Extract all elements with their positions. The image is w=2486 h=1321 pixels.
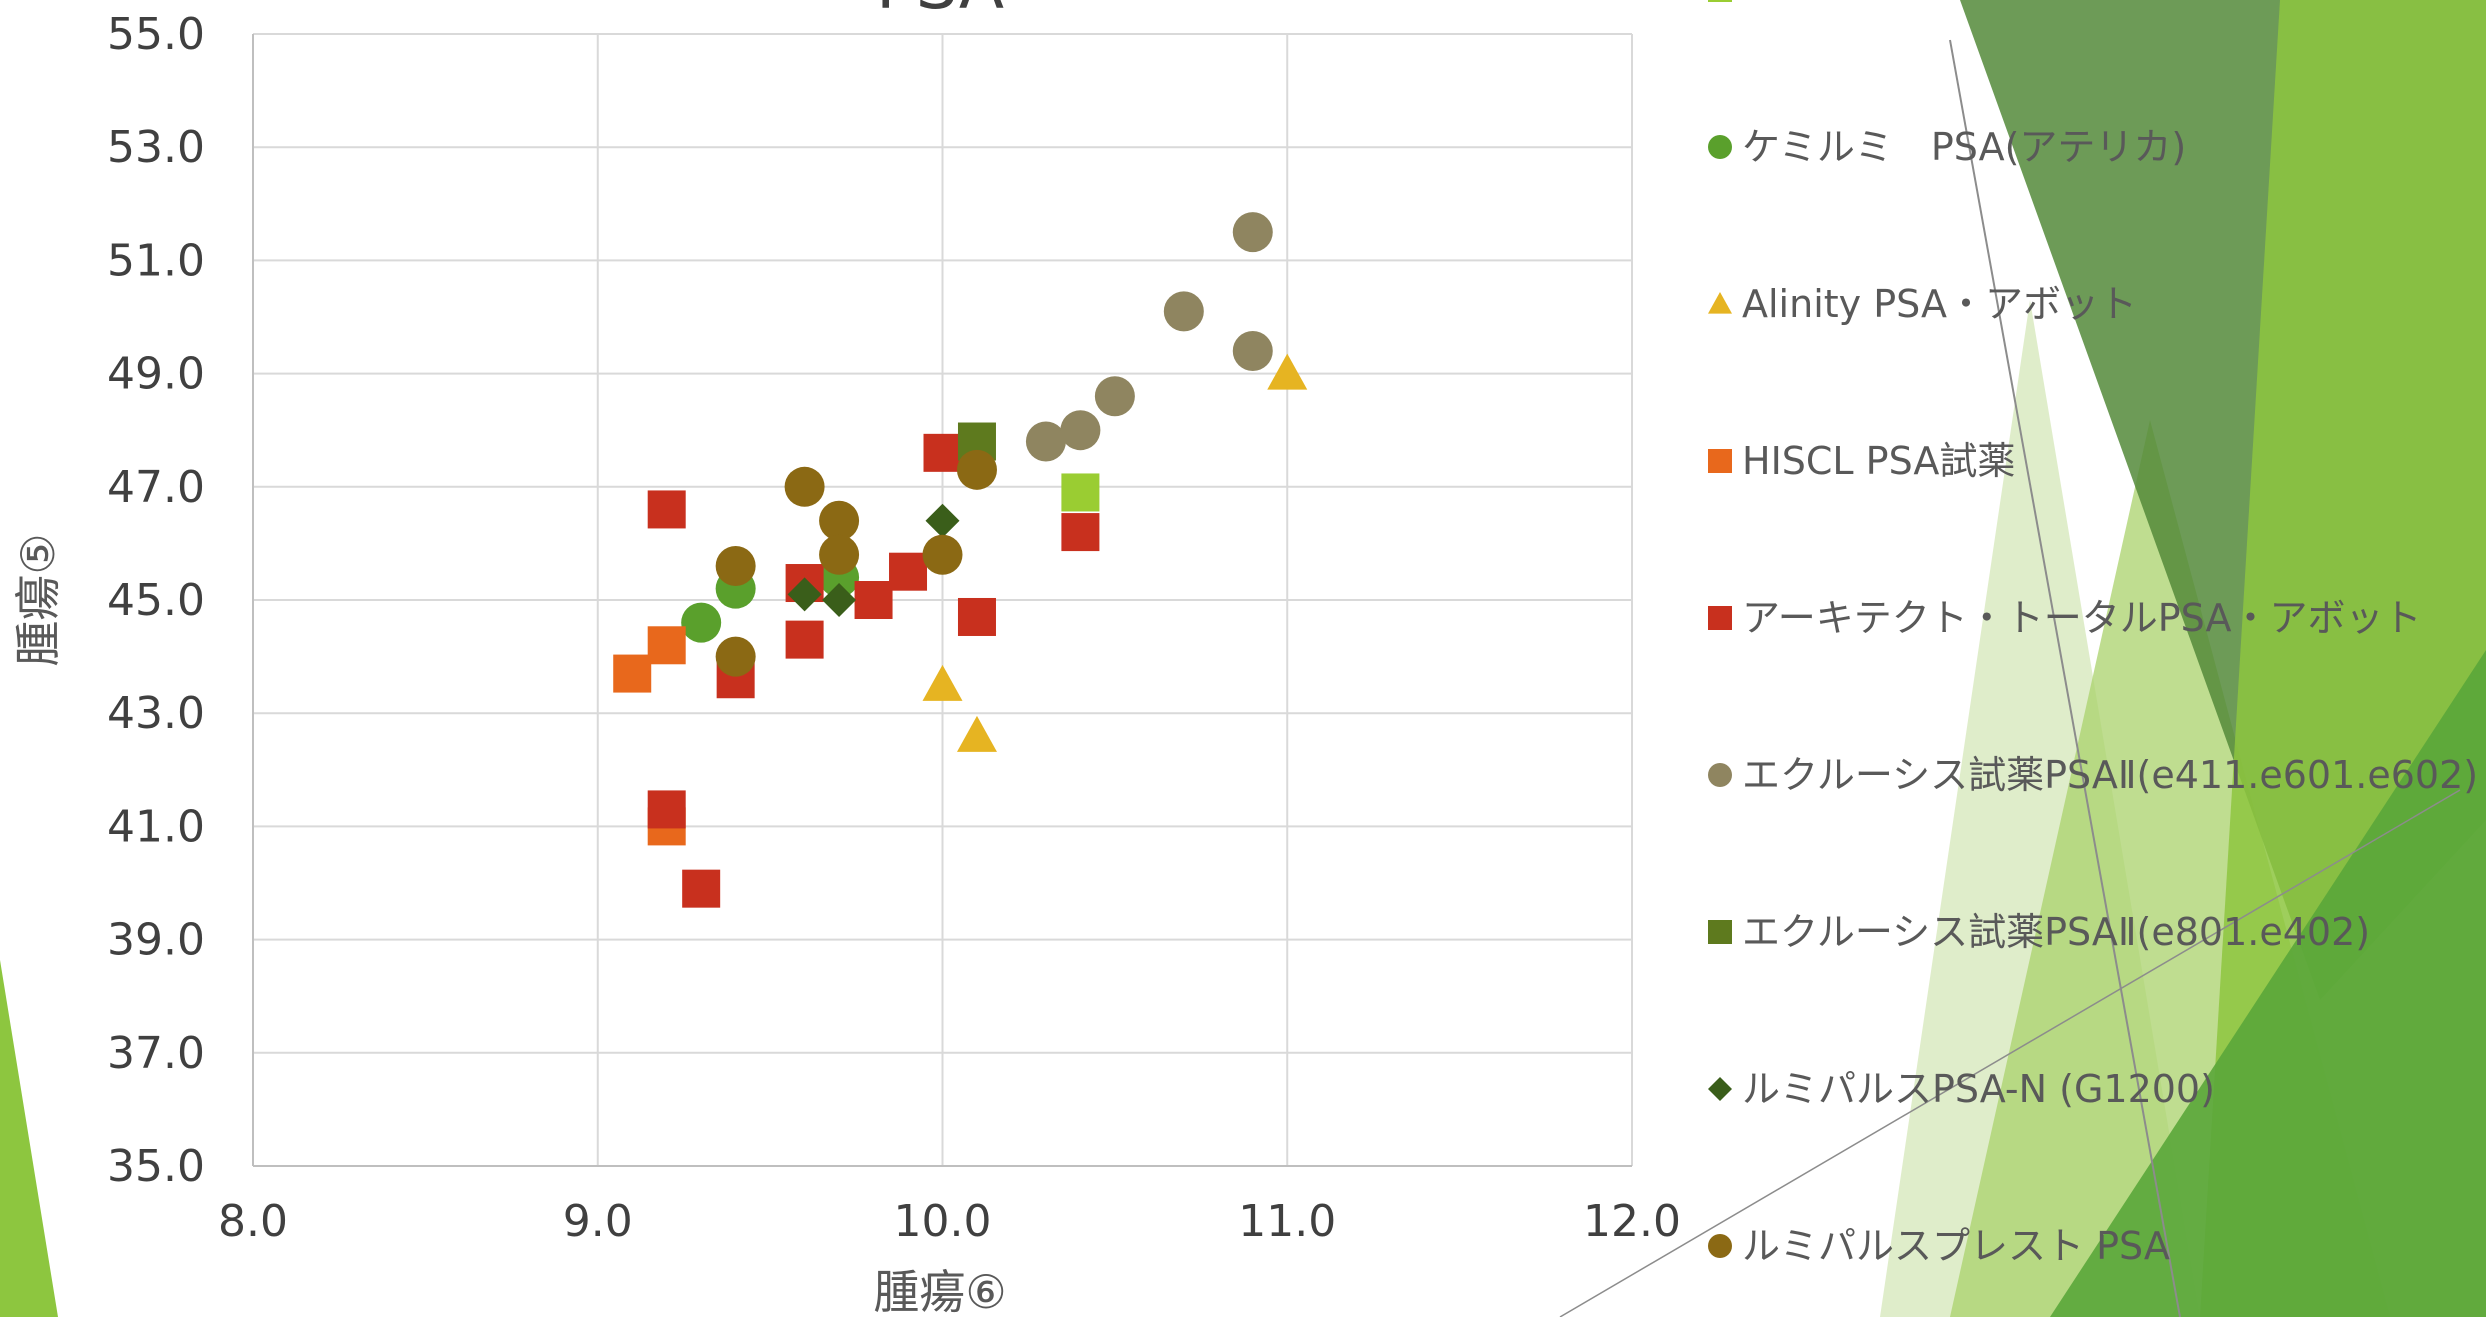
x-tick-label: 9.0 [563,1196,633,1247]
data-point [1094,376,1135,417]
y-tick-label: 41.0 [107,801,205,852]
legend-label: Alinity PSA・アボット [1742,282,2137,326]
decor-shape-right-green [2050,650,2486,1317]
chart-title: PSA [876,0,1004,24]
data-point [1267,353,1308,390]
data-point [922,664,963,701]
x-tick-label: 8.0 [218,1196,288,1247]
series-4 [647,433,1100,908]
legend-label: ルミパルスプレスト PSA [1742,1224,2170,1268]
legend-marker [1708,1077,1732,1101]
legend-label: HISCL PSA試薬 [1742,439,2015,483]
legend-marker [1708,292,1732,314]
y-axis-tick-labels: 35.0 37.0 39.0 41.0 43.0 45.0 47.0 49.0 51.0 53.0… [107,9,205,1192]
y-tick-label: 39.0 [107,915,205,966]
x-tick-label: 11.0 [1238,1196,1336,1247]
data-point [787,577,822,612]
series-0 [1061,473,1100,512]
y-tick-label: 45.0 [107,575,205,626]
series-8 [715,449,997,677]
data-point [715,546,756,587]
data-point [819,534,860,575]
legend-marker [1708,1234,1732,1258]
data-point [784,466,825,507]
data-point [1060,410,1101,451]
data-point [647,626,686,665]
data-point [1232,330,1273,371]
legend-item: アーキテクト・トータルPSA・アボット [1708,596,2421,640]
legend-item: ケミルミ PSA(アテリカ) [1708,125,2186,169]
x-tick-label: 10.0 [894,1196,992,1247]
x-tick-label: 12.0 [1583,1196,1681,1247]
data-point [956,715,997,752]
y-tick-label: 37.0 [107,1028,205,1079]
y-axis-title: 腫瘍⑤ [11,533,65,666]
data-point [819,500,860,541]
data-point [925,503,960,538]
series-2 [922,353,1308,752]
legend-label: アーキテクト・トータルPSA・アボット [1742,596,2421,640]
data-point [854,581,893,619]
decor-line-2 [1559,789,2461,1318]
y-tick-label: 53.0 [107,122,205,173]
legend-label: ケミルミ PSA(アテリカ) [1742,125,2186,169]
legend-item: エクルーシス試薬PSAⅡ(e411.e601.e602) [1708,753,2478,797]
y-tick-label: 47.0 [107,462,205,513]
data-point [785,620,824,659]
legend-item [1708,0,1732,2]
x-axis-tick-labels: 8.0 9.0 10.0 11.0 12.0 [218,1196,1681,1247]
data-point [647,490,686,529]
data-point [822,583,857,617]
series-5 [1025,212,1273,462]
legend-item: Alinity PSA・アボット [1708,282,2137,326]
data-point [1025,421,1066,462]
data-point [922,534,963,575]
data-points [613,212,1308,908]
legend-marker [1708,135,1732,159]
legend-item: HISCL PSA試薬 [1708,439,2015,483]
legend-marker [1708,920,1732,944]
legend-marker [1708,449,1732,473]
gridlines [253,33,1633,1166]
data-point [613,654,652,693]
y-tick-label: 43.0 [107,688,205,739]
data-point [1061,473,1100,512]
legend-marker [1708,0,1732,2]
data-point [1232,212,1273,253]
data-point [647,790,686,829]
y-tick-label: 35.0 [107,1141,205,1192]
legend-item: エクルーシス試薬PSAⅡ(e801.e402) [1708,910,2370,954]
axes [252,34,1632,1167]
decor-line-1 [1949,39,2181,1318]
y-tick-label: 49.0 [107,349,205,400]
y-tick-label: 51.0 [107,235,205,286]
decor-shape-left-green [0,960,58,1317]
data-point [715,636,756,677]
legend-marker [1708,763,1732,787]
data-point [956,449,997,490]
legend: ケミルミ PSA(アテリカ) Alinity PSA・アボット HISCL PSA試… [1708,0,2478,1268]
y-tick-label: 55.0 [107,9,205,60]
legend-item: ルミパルスプレスト PSA [1708,1224,2170,1268]
data-point [957,597,996,636]
legend-label: エクルーシス試薬PSAⅡ(e411.e601.e602) [1742,753,2478,797]
data-point [1061,513,1100,552]
data-point [681,602,722,643]
x-axis-title: 腫瘍⑥ [873,1265,1006,1317]
data-point [682,869,721,908]
data-point [1163,291,1204,332]
legend-label: ルミパルスPSA-N (G1200) [1742,1067,2215,1111]
legend-marker [1708,606,1732,630]
data-point [889,552,928,591]
series-7 [787,503,960,617]
data-point [923,433,962,472]
legend-label: エクルーシス試薬PSAⅡ(e801.e402) [1742,910,2370,954]
legend-item: ルミパルスPSA-N (G1200) [1708,1067,2215,1111]
